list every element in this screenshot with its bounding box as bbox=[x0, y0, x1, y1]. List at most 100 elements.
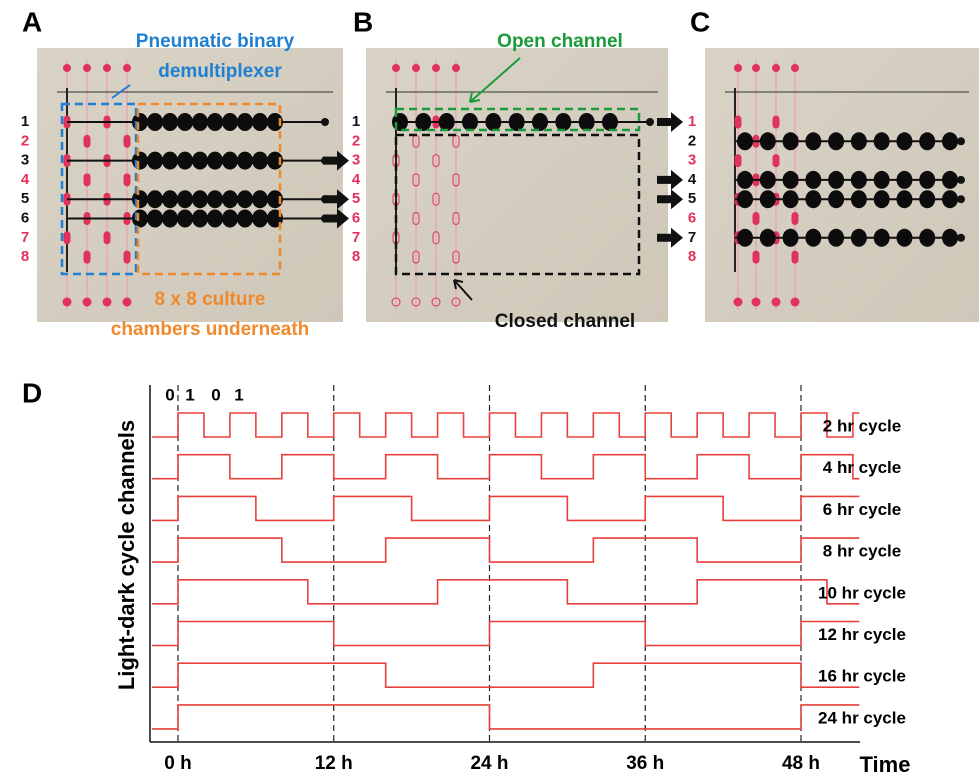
channel-number: 3 bbox=[352, 152, 360, 169]
culture-chamber bbox=[759, 228, 776, 247]
culture-chamber bbox=[896, 228, 913, 247]
panel-label: B bbox=[353, 6, 373, 37]
inlet bbox=[791, 64, 799, 72]
channel-number: 3 bbox=[21, 152, 29, 169]
inlet bbox=[412, 64, 420, 72]
x-tick-label: 48 h bbox=[782, 753, 820, 774]
inlet bbox=[391, 297, 401, 307]
channel-number: 1 bbox=[352, 113, 360, 130]
state-label: 0 bbox=[211, 385, 220, 404]
light-dark-waveform bbox=[152, 453, 860, 480]
culture-chamber bbox=[192, 151, 208, 170]
outlet bbox=[957, 175, 965, 184]
culture-chamber bbox=[919, 170, 936, 189]
culture-chamber bbox=[252, 151, 268, 170]
cycle-label: 8 hr cycle bbox=[823, 542, 901, 561]
culture-chamber bbox=[850, 228, 867, 247]
valve bbox=[752, 212, 760, 225]
annotation: 8 x 8 culture bbox=[155, 289, 266, 310]
annotation: Open channel bbox=[497, 31, 623, 52]
culture-chamber bbox=[222, 113, 238, 131]
arrow bbox=[657, 112, 683, 132]
outlet bbox=[957, 233, 965, 242]
valve bbox=[83, 250, 91, 264]
culture-chamber bbox=[207, 113, 223, 131]
inlet bbox=[82, 297, 92, 307]
culture-chamber bbox=[462, 113, 478, 131]
inlet bbox=[62, 297, 72, 307]
panel-label: D bbox=[22, 377, 42, 408]
chip-photo bbox=[366, 48, 668, 322]
culture-chamber bbox=[873, 190, 890, 209]
inlet bbox=[751, 297, 761, 307]
valve bbox=[752, 250, 760, 264]
valve bbox=[432, 231, 440, 245]
culture-chamber bbox=[828, 228, 845, 247]
culture-chamber bbox=[805, 228, 822, 247]
culture-chamber bbox=[896, 170, 913, 189]
valve bbox=[83, 134, 91, 148]
valve bbox=[83, 173, 91, 187]
culture-chamber bbox=[782, 190, 799, 209]
arrow bbox=[323, 150, 349, 171]
valve bbox=[791, 212, 799, 225]
culture-chamber bbox=[132, 113, 148, 131]
culture-chamber bbox=[147, 209, 163, 228]
culture-chamber bbox=[237, 151, 253, 170]
cycle-label: 10 hr cycle bbox=[818, 583, 906, 602]
x-tick-label: 12 h bbox=[315, 753, 353, 774]
outlet bbox=[646, 118, 654, 126]
annotation: Closed channel bbox=[495, 311, 635, 332]
inlet bbox=[63, 64, 71, 72]
valve bbox=[103, 231, 111, 245]
arrow bbox=[323, 189, 349, 210]
culture-chamber bbox=[532, 113, 548, 131]
x-tick-label: 24 h bbox=[470, 753, 508, 774]
culture-chamber bbox=[942, 190, 958, 209]
culture-chamber bbox=[177, 151, 193, 170]
arrow bbox=[323, 208, 349, 229]
culture-chamber bbox=[737, 190, 753, 209]
culture-chamber bbox=[147, 190, 163, 209]
valve bbox=[734, 115, 742, 129]
culture-chamber bbox=[237, 190, 253, 209]
culture-chamber bbox=[508, 113, 525, 131]
inlet bbox=[411, 297, 421, 307]
culture-chamber bbox=[192, 113, 208, 131]
culture-chamber bbox=[267, 151, 283, 170]
culture-chamber bbox=[192, 209, 208, 228]
cycle-label: 6 hr cycle bbox=[823, 500, 901, 519]
culture-chamber bbox=[942, 170, 958, 189]
culture-chamber bbox=[737, 228, 753, 247]
inlet bbox=[790, 297, 800, 307]
channel-number: 4 bbox=[688, 171, 697, 188]
culture-chamber bbox=[782, 132, 799, 151]
culture-chamber bbox=[222, 209, 238, 228]
x-tick-label: 36 h bbox=[626, 753, 664, 774]
state-label: 1 bbox=[234, 385, 243, 404]
culture-chamber bbox=[942, 132, 958, 151]
inlet bbox=[123, 64, 131, 72]
state-label: 0 bbox=[165, 385, 174, 404]
arrow bbox=[657, 227, 683, 248]
annotation: chambers underneath bbox=[111, 319, 310, 340]
channel-number: 7 bbox=[21, 229, 29, 246]
light-dark-waveform bbox=[152, 662, 860, 688]
culture-chamber bbox=[759, 132, 776, 151]
arrow bbox=[657, 169, 683, 190]
channel-number: 8 bbox=[352, 248, 360, 265]
inlet bbox=[752, 64, 760, 72]
culture-chamber bbox=[737, 132, 753, 151]
valve bbox=[123, 250, 131, 264]
culture-chamber bbox=[919, 132, 936, 151]
valve bbox=[452, 173, 460, 187]
inlet bbox=[392, 64, 400, 72]
culture-chamber bbox=[578, 113, 595, 131]
culture-chamber bbox=[873, 228, 890, 247]
channel-number: 7 bbox=[352, 229, 360, 246]
culture-chamber bbox=[782, 228, 799, 247]
culture-chamber bbox=[602, 113, 618, 131]
channel-number: 8 bbox=[688, 248, 696, 265]
culture-chamber bbox=[267, 113, 283, 131]
